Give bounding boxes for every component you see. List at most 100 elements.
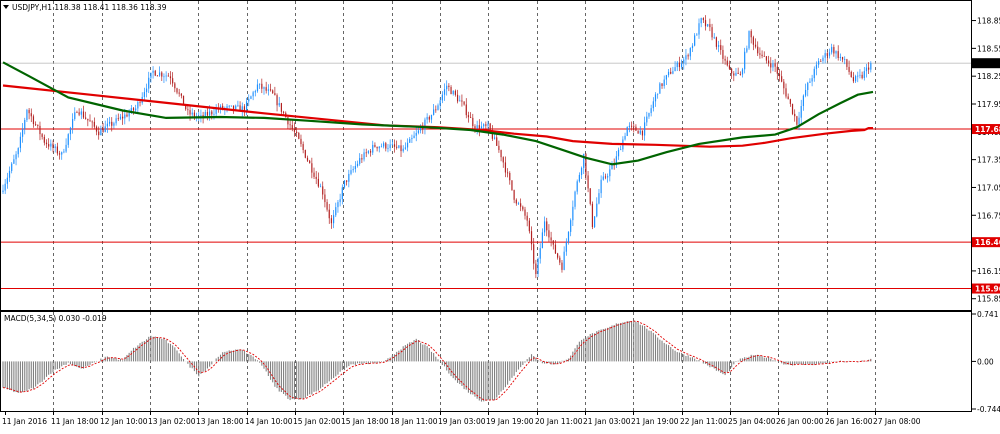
candle[interactable]	[335, 202, 337, 218]
candle[interactable]	[604, 173, 607, 180]
candle[interactable]	[324, 188, 326, 208]
candle[interactable]	[163, 73, 165, 84]
candle[interactable]	[48, 138, 50, 150]
candle[interactable]	[687, 53, 689, 60]
candle[interactable]	[226, 104, 228, 113]
candle[interactable]	[694, 33, 696, 47]
candle[interactable]	[80, 108, 82, 120]
candle[interactable]	[859, 69, 861, 79]
candle[interactable]	[237, 100, 239, 107]
candle[interactable]	[359, 153, 361, 166]
candle[interactable]	[483, 123, 485, 129]
candle[interactable]	[515, 198, 517, 206]
candle[interactable]	[311, 157, 313, 179]
candle[interactable]	[768, 55, 770, 67]
candle[interactable]	[698, 18, 700, 39]
candle[interactable]	[341, 184, 343, 205]
candle[interactable]	[487, 120, 489, 130]
candle[interactable]	[306, 155, 309, 163]
candle[interactable]	[831, 43, 833, 55]
candle[interactable]	[450, 85, 452, 95]
candle[interactable]	[809, 78, 811, 84]
candle[interactable]	[339, 193, 341, 207]
candle[interactable]	[804, 83, 807, 98]
dropdown-triangle-icon[interactable]	[3, 5, 9, 9]
candle[interactable]	[248, 94, 250, 107]
candle[interactable]	[530, 226, 533, 251]
candle[interactable]	[746, 45, 748, 54]
candle[interactable]	[657, 93, 659, 99]
candle[interactable]	[659, 82, 661, 94]
candle[interactable]	[735, 68, 737, 77]
candle[interactable]	[315, 171, 317, 185]
candle[interactable]	[261, 78, 263, 94]
candle[interactable]	[678, 56, 681, 72]
candle[interactable]	[763, 51, 765, 57]
candle[interactable]	[744, 47, 746, 74]
candle[interactable]	[409, 137, 411, 143]
candle[interactable]	[254, 89, 256, 97]
candle[interactable]	[448, 83, 450, 92]
candle[interactable]	[411, 134, 413, 144]
candle[interactable]	[443, 83, 446, 101]
candle[interactable]	[548, 224, 550, 242]
candle[interactable]	[815, 61, 818, 76]
candle[interactable]	[11, 162, 13, 174]
candle[interactable]	[707, 23, 709, 28]
candle[interactable]	[811, 74, 813, 87]
candle[interactable]	[720, 39, 722, 55]
candle[interactable]	[759, 47, 761, 59]
candle[interactable]	[39, 121, 41, 141]
candle[interactable]	[676, 60, 678, 72]
candle[interactable]	[765, 55, 768, 64]
candle[interactable]	[868, 62, 870, 74]
candle[interactable]	[72, 113, 74, 134]
candle[interactable]	[791, 103, 794, 116]
candle[interactable]	[280, 102, 282, 115]
candle[interactable]	[402, 145, 404, 153]
candle[interactable]	[617, 147, 620, 160]
candle[interactable]	[802, 94, 804, 111]
candle[interactable]	[828, 48, 831, 59]
candle[interactable]	[839, 53, 841, 61]
candle[interactable]	[761, 50, 763, 59]
candle[interactable]	[661, 83, 663, 89]
candle[interactable]	[78, 108, 80, 117]
candle[interactable]	[293, 122, 296, 137]
candle[interactable]	[824, 49, 826, 64]
candle[interactable]	[650, 104, 652, 117]
candle[interactable]	[58, 150, 61, 160]
candle[interactable]	[380, 143, 383, 148]
candle[interactable]	[446, 80, 448, 96]
candle[interactable]	[546, 217, 548, 237]
candle[interactable]	[754, 38, 757, 49]
candle[interactable]	[507, 168, 509, 178]
candle[interactable]	[615, 150, 617, 169]
candle[interactable]	[415, 126, 417, 142]
candle[interactable]	[87, 118, 89, 127]
candle[interactable]	[265, 81, 267, 94]
candle[interactable]	[26, 108, 28, 122]
candle[interactable]	[554, 240, 557, 254]
candle[interactable]	[713, 33, 715, 40]
candle[interactable]	[296, 127, 298, 137]
candle[interactable]	[865, 63, 868, 78]
candle[interactable]	[624, 132, 626, 141]
candle[interactable]	[19, 132, 21, 153]
candle[interactable]	[304, 149, 306, 159]
candle[interactable]	[778, 68, 781, 82]
candle[interactable]	[870, 61, 872, 73]
candle[interactable]	[820, 59, 822, 62]
candle[interactable]	[861, 71, 863, 80]
candle[interactable]	[300, 134, 302, 147]
candle[interactable]	[496, 134, 498, 146]
candle[interactable]	[602, 171, 604, 181]
candle[interactable]	[596, 197, 598, 218]
candle[interactable]	[274, 86, 276, 96]
candle[interactable]	[28, 107, 30, 120]
candle[interactable]	[552, 240, 554, 250]
candle[interactable]	[807, 81, 809, 97]
candle[interactable]	[498, 140, 500, 153]
candle[interactable]	[428, 115, 430, 123]
candle[interactable]	[17, 147, 19, 158]
